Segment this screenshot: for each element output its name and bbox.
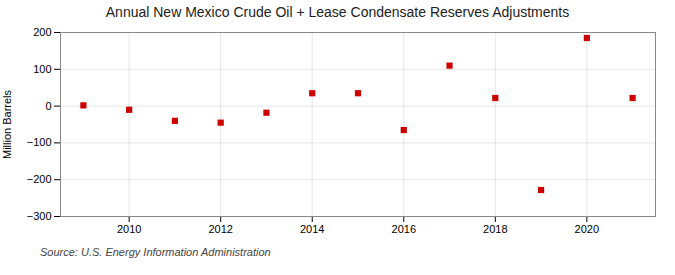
svg-text:2020: 2020 xyxy=(575,223,599,235)
html-text:Source: U.S. Energy Informatio: Source: U.S. Energy Information Administ… xyxy=(40,246,271,258)
svg-text:2010: 2010 xyxy=(117,223,141,235)
svg-text:−100: −100 xyxy=(27,136,52,148)
html-text:Annual New Mexico Crude Oil +: Annual New Mexico Crude Oil + Lease Cond… xyxy=(105,4,570,20)
svg-text:100: 100 xyxy=(33,63,51,75)
svg-text:2018: 2018 xyxy=(483,223,507,235)
svg-text:−200: −200 xyxy=(27,173,52,185)
svg-text:2014: 2014 xyxy=(300,223,324,235)
svg-text:−300: −300 xyxy=(27,210,52,222)
svg-text:Million Barrels: Million Barrels xyxy=(1,89,13,159)
svg-text:2012: 2012 xyxy=(208,223,232,235)
svg-text:2016: 2016 xyxy=(392,223,416,235)
svg-text:0: 0 xyxy=(45,100,51,112)
svg-text:200: 200 xyxy=(33,26,51,38)
